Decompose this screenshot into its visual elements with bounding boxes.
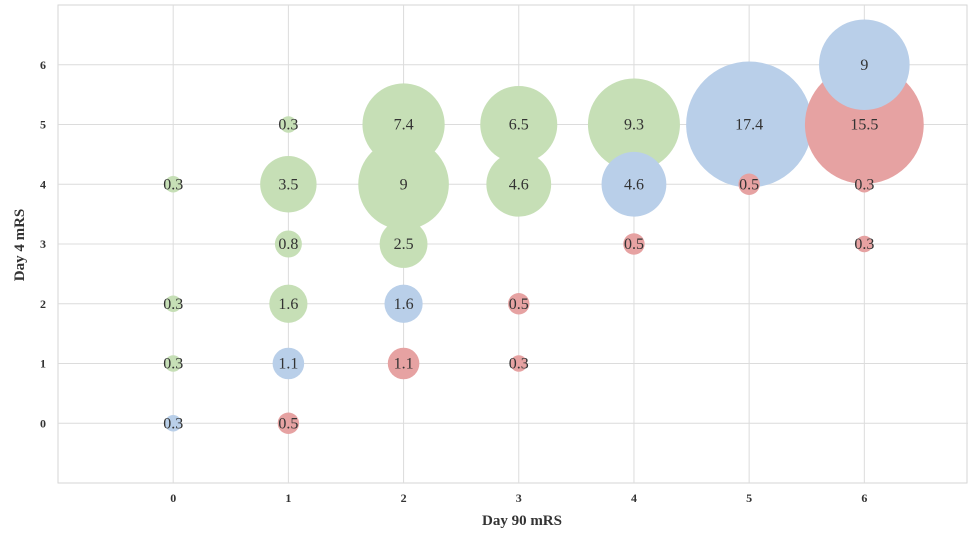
x-tick-label: 0 <box>170 491 176 505</box>
bubble <box>856 175 873 193</box>
x-axis-title: Day 90 mRS <box>482 513 562 529</box>
y-tick-label: 3 <box>40 237 46 251</box>
bubble-label: 0.3 <box>163 356 183 373</box>
bubble-label: 9 <box>860 57 868 74</box>
bubble <box>164 295 182 313</box>
bubble-label: 1.6 <box>278 296 298 313</box>
bubble-label: 4.6 <box>509 176 529 193</box>
bubble <box>601 151 667 217</box>
bubble <box>164 175 182 193</box>
data-labels: 0.3 0.3 0.3 0.3 0.5 1.1 1.6 0.8 3.5 0.3 1.1 1.6 2.5 9… <box>163 57 878 433</box>
bubble-label: 0.3 <box>509 356 529 373</box>
bubble-label: 1.1 <box>278 356 298 373</box>
bubble <box>587 78 680 171</box>
bubble <box>387 347 420 380</box>
bubble <box>856 235 873 253</box>
y-tick-label: 4 <box>40 177 46 191</box>
y-tick-label: 2 <box>40 297 46 311</box>
bubble-label: 0.3 <box>163 176 183 193</box>
axis-ticks: 0 1 2 3 4 5 6 0 1 2 3 4 5 6 <box>40 58 867 505</box>
bubbles <box>164 19 924 434</box>
bubble <box>379 220 428 268</box>
bubble-label: 2.5 <box>394 236 414 253</box>
bubble <box>362 83 445 166</box>
bubble <box>480 86 558 163</box>
bubble-label: 0.3 <box>854 176 874 193</box>
bubble <box>277 412 300 434</box>
y-tick-label: 0 <box>40 416 46 430</box>
y-tick-label: 6 <box>40 58 46 72</box>
bubble-label: 1.6 <box>394 296 414 313</box>
bubble-label: 7.4 <box>394 117 414 134</box>
bubble <box>260 156 317 213</box>
bubble <box>738 173 760 195</box>
bubble-label: 6.5 <box>509 117 529 134</box>
y-tick-label: 1 <box>40 357 46 371</box>
x-tick-label: 4 <box>631 491 637 505</box>
x-tick-label: 2 <box>401 491 407 505</box>
bubble <box>623 233 645 255</box>
x-tick-label: 3 <box>516 491 522 505</box>
x-tick-label: 6 <box>861 491 867 505</box>
bubble <box>508 293 530 315</box>
bubble <box>272 347 305 380</box>
bubble-label: 9 <box>400 176 408 193</box>
bubble-label: 0.5 <box>278 415 298 432</box>
bubble-label: 0.5 <box>624 236 644 253</box>
bubble-label: 17.4 <box>735 117 763 134</box>
bubble <box>274 230 302 258</box>
bubble <box>486 151 552 217</box>
bubble-label: 0.5 <box>739 176 759 193</box>
bubble-label: 0.3 <box>163 415 183 432</box>
bubble-label: 4.6 <box>624 176 644 193</box>
bubble-label: 0.3 <box>854 236 874 253</box>
bubble-label: 0.3 <box>278 117 298 134</box>
bubble <box>164 355 182 372</box>
bubble <box>384 284 423 323</box>
bubble-label: 0.5 <box>509 296 529 313</box>
bubble <box>819 19 910 111</box>
bubble-label: 0.8 <box>278 236 298 253</box>
bubble-label: 1.1 <box>394 356 414 373</box>
bubble-label: 15.5 <box>850 117 878 134</box>
bubble <box>686 61 813 188</box>
bubble-label: 0.3 <box>163 296 183 313</box>
y-tick-label: 5 <box>40 118 46 132</box>
bubble <box>164 414 182 432</box>
bubble-label: 9.3 <box>624 117 644 134</box>
x-tick-label: 5 <box>746 491 752 505</box>
bubble <box>280 116 297 133</box>
bubble <box>510 355 528 372</box>
x-tick-label: 1 <box>285 491 291 505</box>
y-axis-title: Day 4 mRS <box>12 209 28 282</box>
bubble <box>358 138 449 230</box>
bubble-label: 3.5 <box>278 176 298 193</box>
bubble <box>269 284 308 323</box>
